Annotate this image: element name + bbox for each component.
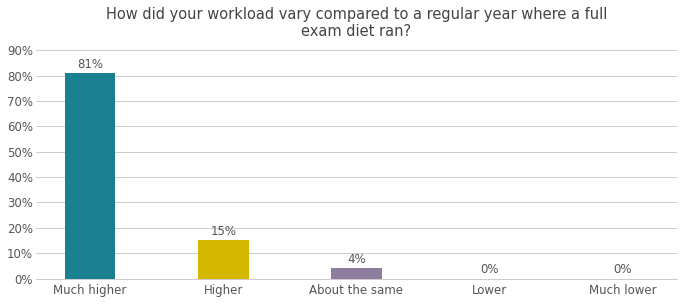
Bar [331, 268, 382, 278]
Bar [198, 240, 248, 278]
Text: 81%: 81% [77, 57, 103, 71]
Text: 0%: 0% [480, 263, 499, 276]
Text: 15%: 15% [210, 225, 236, 238]
Bar [65, 73, 116, 278]
Text: 4%: 4% [347, 253, 366, 266]
Title: How did your workload vary compared to a regular year where a full
exam diet ran: How did your workload vary compared to a… [106, 7, 607, 39]
Text: 0%: 0% [614, 263, 632, 276]
